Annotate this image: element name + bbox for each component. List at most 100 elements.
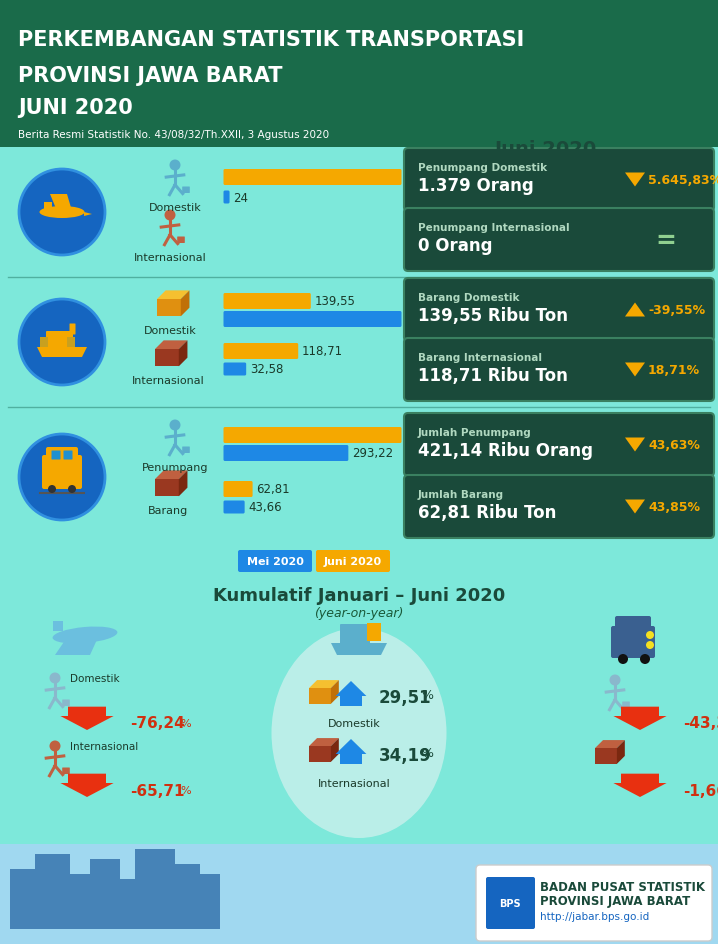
FancyBboxPatch shape [223,363,246,376]
Polygon shape [60,774,113,797]
FancyBboxPatch shape [223,192,230,204]
Polygon shape [625,174,645,187]
FancyBboxPatch shape [404,209,714,272]
FancyBboxPatch shape [46,331,73,348]
Text: JUNI 2020: JUNI 2020 [18,98,133,118]
Text: Penumpang Domestik: Penumpang Domestik [418,162,547,173]
FancyBboxPatch shape [67,338,75,347]
Polygon shape [155,480,179,497]
Text: BADAN PUSAT STATISTIK: BADAN PUSAT STATISTIK [540,880,705,893]
Polygon shape [44,203,52,211]
Text: Internasional: Internasional [131,376,205,385]
Text: 5.645,83%: 5.645,83% [648,174,718,187]
Text: 24: 24 [233,192,248,204]
Polygon shape [155,471,187,480]
FancyBboxPatch shape [200,874,220,929]
Polygon shape [309,688,331,704]
Text: 34,19: 34,19 [379,746,432,765]
Text: Barang Domestik: Barang Domestik [418,293,520,303]
Text: Jumlah Barang: Jumlah Barang [418,490,504,499]
FancyBboxPatch shape [223,344,298,360]
FancyBboxPatch shape [615,616,651,634]
Text: 289,66: 289,66 [405,313,446,327]
Text: 1.379 Orang: 1.379 Orang [418,177,533,194]
Circle shape [68,485,76,494]
Polygon shape [625,438,645,452]
Text: 32,58: 32,58 [250,363,283,376]
Text: Jumlah Penumpang: Jumlah Penumpang [418,428,532,437]
Polygon shape [335,682,366,706]
FancyBboxPatch shape [135,849,175,929]
Circle shape [169,420,180,431]
Text: =: = [655,228,676,252]
Polygon shape [625,363,645,377]
Text: PERKEMBANGAN STATISTIK TRANSPORTASI: PERKEMBANGAN STATISTIK TRANSPORTASI [18,30,524,50]
Text: Domestik: Domestik [70,673,120,683]
Text: 1.379: 1.379 [405,171,439,184]
FancyBboxPatch shape [223,294,311,310]
Polygon shape [331,738,339,762]
FancyBboxPatch shape [0,0,718,148]
Text: -43,37: -43,37 [683,716,718,731]
FancyBboxPatch shape [316,550,390,572]
Text: 43,66: 43,66 [248,501,281,514]
Polygon shape [625,303,645,317]
FancyBboxPatch shape [46,447,78,464]
FancyBboxPatch shape [340,624,370,647]
FancyBboxPatch shape [223,428,401,444]
Polygon shape [309,746,331,762]
Text: http://jabar.bps.go.id: http://jabar.bps.go.id [540,911,649,921]
Text: Penumpang Internasional: Penumpang Internasional [418,223,569,233]
Text: 43,63%: 43,63% [648,439,700,451]
FancyBboxPatch shape [223,170,401,186]
FancyBboxPatch shape [223,481,253,497]
Text: Barang: Barang [148,505,188,515]
Circle shape [19,170,105,256]
Polygon shape [155,341,187,349]
FancyBboxPatch shape [404,278,714,342]
Text: BPS: BPS [499,898,521,908]
FancyBboxPatch shape [90,859,120,929]
Polygon shape [331,681,339,704]
Polygon shape [157,291,190,299]
FancyBboxPatch shape [623,701,630,708]
Text: 62,81 Ribu Ton: 62,81 Ribu Ton [418,503,556,521]
FancyBboxPatch shape [367,623,381,641]
Text: Barang Internasional: Barang Internasional [418,353,542,362]
Polygon shape [617,740,625,764]
Text: Internasional: Internasional [317,778,391,788]
Text: -76,24: -76,24 [130,716,185,731]
FancyBboxPatch shape [62,700,70,706]
Text: -39,55%: -39,55% [648,304,705,316]
FancyBboxPatch shape [404,149,714,211]
FancyBboxPatch shape [0,844,718,944]
Text: Juni 2020: Juni 2020 [324,556,382,566]
FancyBboxPatch shape [486,877,535,929]
FancyBboxPatch shape [182,447,190,453]
Text: Penumpang: Penumpang [141,463,208,473]
FancyBboxPatch shape [223,312,401,328]
Polygon shape [625,500,645,514]
Polygon shape [181,291,190,317]
FancyBboxPatch shape [120,879,135,929]
Polygon shape [613,774,666,797]
Polygon shape [157,299,181,317]
FancyBboxPatch shape [70,874,90,929]
Text: Domestik: Domestik [149,203,201,212]
Text: 421,14 Ribu Orang: 421,14 Ribu Orang [418,442,593,460]
Text: Internasional: Internasional [70,741,139,751]
Text: %: % [421,688,433,701]
Circle shape [48,485,56,494]
Text: -65,71: -65,71 [130,783,185,798]
Text: 139,55: 139,55 [314,295,355,308]
Text: 18,71%: 18,71% [648,363,700,377]
FancyBboxPatch shape [40,338,48,347]
FancyBboxPatch shape [611,626,655,658]
Ellipse shape [271,629,447,838]
Polygon shape [179,471,187,497]
Polygon shape [60,707,113,731]
Text: 421,14: 421,14 [405,429,447,442]
FancyBboxPatch shape [182,187,190,194]
Polygon shape [309,738,339,746]
Text: PROVINSI JAWA BARAT: PROVINSI JAWA BARAT [540,894,690,907]
